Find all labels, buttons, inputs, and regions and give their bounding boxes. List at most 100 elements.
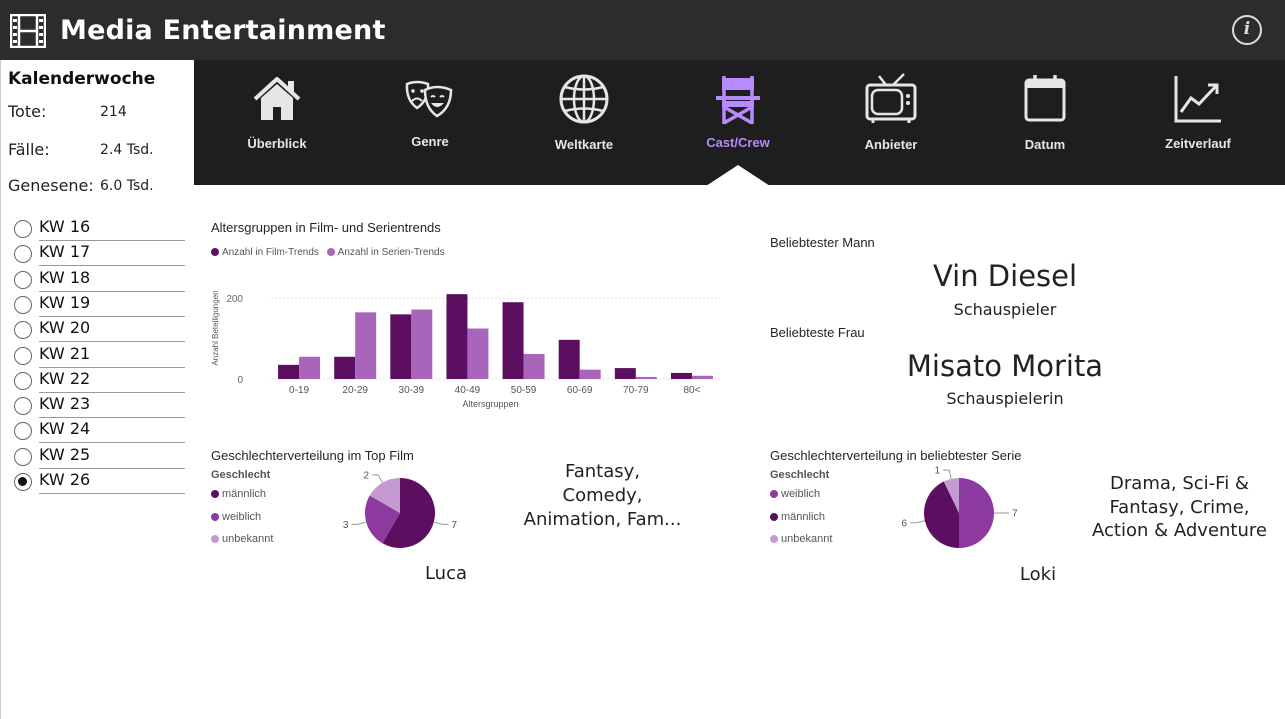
legend-dot [770,535,778,544]
radio-button[interactable] [14,245,32,264]
bar [614,368,636,379]
week-option-kw20[interactable]: KW 20 [14,317,185,343]
leader-line [910,520,925,524]
popular-male-title: Beliebtester Mann [770,235,875,250]
globe-icon [559,74,609,124]
week-option-kw22[interactable]: KW 22 [14,368,185,393]
legend-label: männlich [222,488,267,500]
radio-button[interactable] [14,220,32,238]
week-label: KW 26 [39,470,91,489]
week-option-kw25[interactable]: KW 25 [14,444,185,469]
nav-date[interactable]: Datum [975,60,1115,185]
bar [299,356,321,379]
genre-line: Action & Adventure [1092,520,1267,541]
bar [579,369,601,379]
week-option-kw17[interactable]: KW 17 [14,241,185,267]
top-series-gender-pie: 7 6 1 [902,466,1018,548]
divider [39,240,185,241]
nav-world-map[interactable]: Weltkarte [514,60,654,185]
radio-button[interactable] [14,295,32,314]
legend-dot [211,512,219,521]
app-title: Media Entertainment [60,15,386,46]
legend-label: weiblich [781,488,821,500]
radio-button-selected[interactable] [14,473,32,491]
slice-value-label: 1 [935,466,941,477]
popular-female-role: Schauspielerin [946,389,1064,408]
bar [558,339,580,379]
leader-line [372,474,383,483]
bar [355,312,377,379]
nav-timeline[interactable]: Zeitverlauf [1128,60,1268,185]
y-axis-label: Anzahl Beteiligungen [211,290,220,365]
week-option-kw23[interactable]: KW 23 [14,393,185,419]
week-label: KW 22 [39,368,91,388]
title-bar: Media Entertainment i [0,0,1285,60]
week-label: KW 18 [39,267,91,287]
genre-line: Fantasy, [565,461,640,482]
week-option-kw18[interactable]: KW 18 [14,267,185,292]
week-label: KW 17 [39,242,91,262]
radio-button[interactable] [14,270,32,289]
top-series-genres: Drama, Sci-Fi & Fantasy, Crime, Action &… [1082,472,1277,543]
genre-line: Animation, Fam... [523,509,682,530]
radio-button[interactable] [14,397,32,416]
bar [411,309,433,379]
leader-line [943,469,952,479]
nav-label: Überblick [247,136,307,151]
leader-line [351,521,367,525]
nav-genre[interactable]: Genre [360,60,500,185]
nav-providers[interactable]: Anbieter [821,60,961,185]
line-chart-icon [1174,76,1221,123]
y-tick-label: 200 [226,294,243,305]
legend-label: männlich [781,510,826,523]
active-tab-pointer [706,165,770,186]
film-strip-icon [10,14,46,48]
top-film-name: Luca [424,563,468,584]
x-axis-label: Altersgruppen [462,399,518,409]
pie-legend-item: weiblich [211,511,261,523]
popular-female-name: Misato Morita [906,349,1104,383]
popular-female-title: Beliebteste Frau [770,325,865,340]
week-option-kw16[interactable]: KW 16 [14,216,185,241]
nav-overview[interactable]: Überblick [207,60,347,185]
bar [446,294,468,379]
genre-line: Drama, Sci-Fi & [1110,473,1249,494]
nav-cast-crew[interactable]: Cast/Crew [668,60,808,185]
week-option-kw21[interactable]: KW 21 [14,343,185,368]
top-series-legend-title: Geschlecht [770,469,830,481]
x-tick-label: 30-39 [399,385,425,396]
legend-film-trends: Anzahl in Film-Trends [222,247,319,258]
week-label: KW 25 [39,444,91,464]
top-film-pie-title: Geschlechterverteilung im Top Film [211,448,414,463]
week-option-kw24[interactable]: KW 24 [14,418,185,444]
divider [39,290,185,292]
calendar-icon [1024,75,1066,122]
radio-button[interactable] [14,346,32,365]
week-filter-title: Kalenderwoche [8,69,156,89]
house-icon [253,77,301,120]
legend-dot [211,490,219,499]
pie-legend-item: unbekannt [211,533,273,545]
radio-button[interactable] [14,371,32,390]
theater-masks-icon [405,80,453,118]
leader-line [433,521,449,525]
week-label: KW 16 [39,217,91,236]
week-filter-panel: Kalenderwoche Tote: 214 Fälle: 2.4 Tsd. … [0,60,195,719]
bar [670,372,692,379]
bar [523,353,545,379]
radio-button[interactable] [14,447,32,466]
info-icon[interactable]: i [1232,15,1262,45]
top-film-genres: Fantasy, Comedy, Animation, Fam... [510,460,695,532]
bar [635,376,657,379]
deaths-label: Tote: [8,102,47,121]
deaths-value: 214 [100,104,127,120]
radio-button[interactable] [14,321,32,340]
week-option-kw19[interactable]: KW 19 [14,292,185,317]
legend-label: weiblich [222,510,262,523]
pie-slice [924,481,959,548]
radio-button[interactable] [14,422,32,441]
week-option-kw26[interactable]: KW 26 [14,469,185,494]
genre-line: Comedy, [562,485,643,506]
recovered-label: Genesene: [8,176,94,195]
pie-legend-item: männlich [211,488,266,500]
